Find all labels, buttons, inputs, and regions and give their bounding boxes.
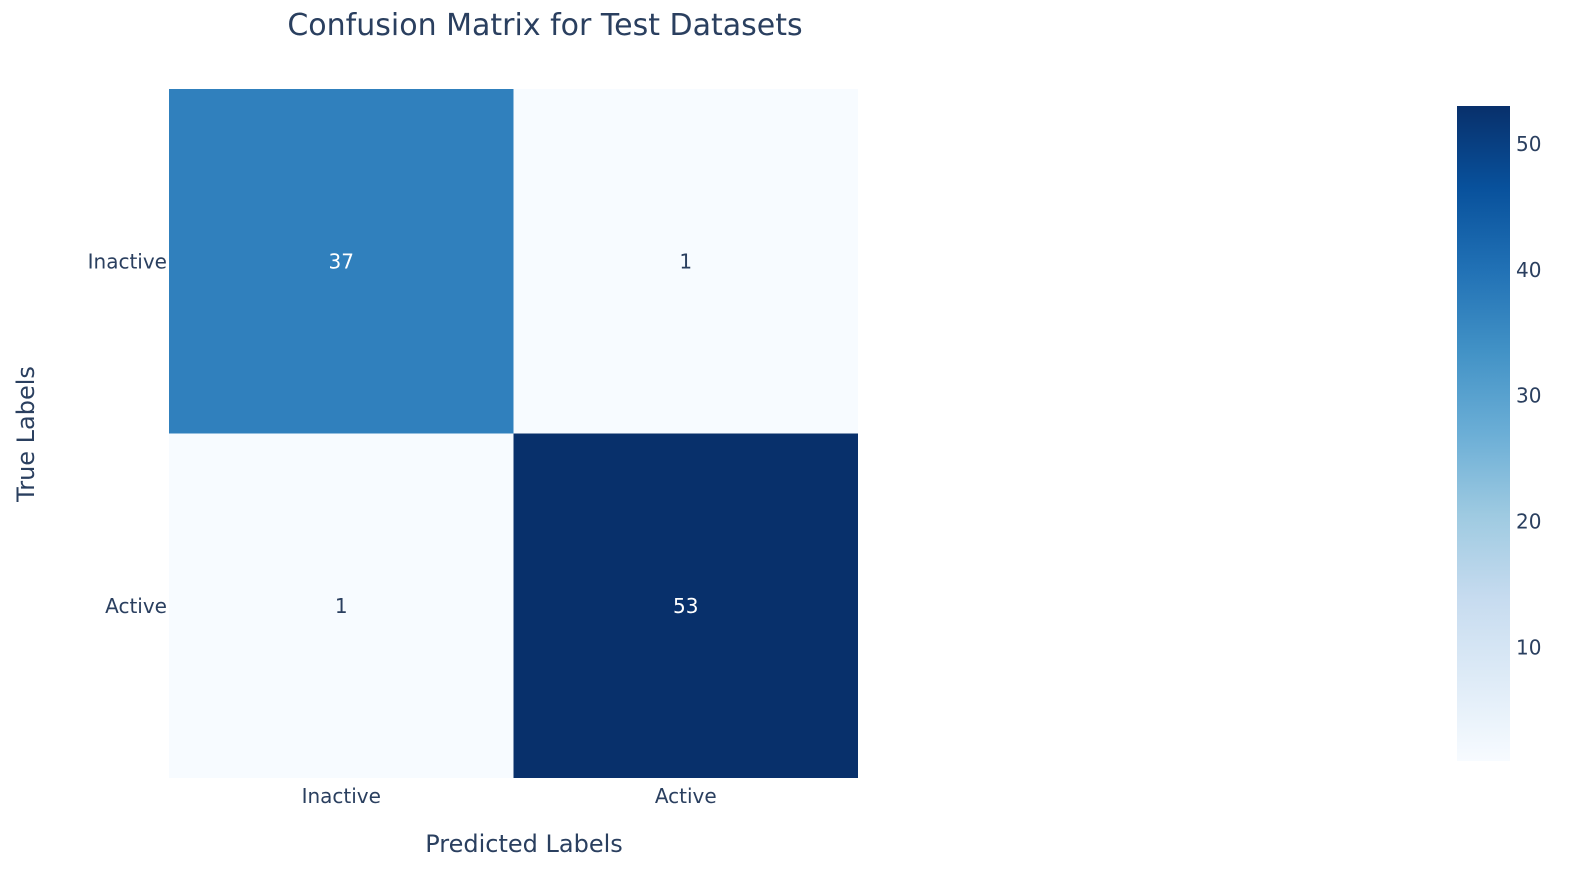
y-axis-ticks: Inactive Active xyxy=(88,249,167,618)
cell-value-label: 1 xyxy=(335,594,348,618)
heatmap-cell-active-inactive xyxy=(169,433,514,778)
heatmap-cell-inactive-inactive xyxy=(169,89,514,434)
cell-value-label: 1 xyxy=(679,249,692,273)
y-axis-title: True Labels xyxy=(12,366,40,503)
x-axis-ticks: Inactive Active xyxy=(302,784,717,808)
chart-title: Confusion Matrix for Test Datasets xyxy=(287,8,802,43)
colorbar-gradient xyxy=(1457,106,1510,761)
colorbar: 10 20 30 40 50 xyxy=(1457,106,1541,761)
x-tick-label: Active xyxy=(655,784,717,808)
y-tick-label: Inactive xyxy=(88,249,167,273)
y-tick-label: Active xyxy=(105,594,167,618)
colorbar-tick-label: 30 xyxy=(1516,384,1541,408)
heatmap-cell-inactive-active xyxy=(513,89,858,434)
heatmap-cell-active-active xyxy=(513,433,858,778)
cell-value-label: 53 xyxy=(673,594,698,618)
heatmap-cells xyxy=(169,89,858,778)
x-tick-label: Inactive xyxy=(302,784,381,808)
colorbar-tick-label: 20 xyxy=(1516,510,1541,534)
colorbar-tick-label: 40 xyxy=(1516,258,1541,282)
heatmap-cell-labels: 37 1 1 53 xyxy=(329,249,699,618)
colorbar-tick-label: 10 xyxy=(1516,636,1541,660)
colorbar-tick-label: 50 xyxy=(1516,132,1541,156)
cell-value-label: 37 xyxy=(329,249,354,273)
colorbar-ticks: 10 20 30 40 50 xyxy=(1516,132,1541,660)
x-axis-title: Predicted Labels xyxy=(425,830,623,858)
